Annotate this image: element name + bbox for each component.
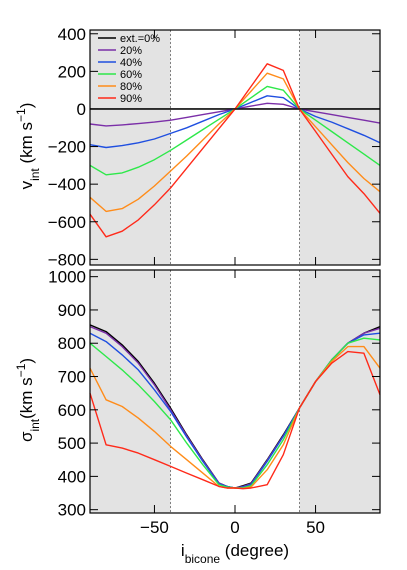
- legend-label: 60%: [120, 69, 142, 81]
- dispersion-series-line-5: [89, 350, 381, 490]
- dispersion-y-tick-label: 600: [58, 401, 86, 420]
- dispersion-y-tick-label: 500: [58, 434, 86, 453]
- top-y-axis-label: vint (km s−1): [14, 103, 42, 190]
- dispersion-x-tick-label: 50: [306, 518, 325, 537]
- legend-label: 20%: [120, 45, 142, 57]
- velocity-y-tick-label: 200: [58, 62, 86, 81]
- velocity-y-tick-label: 0: [77, 100, 86, 119]
- dispersion-x-tick-label: 0: [230, 518, 239, 537]
- dispersion-y-tick-label: 1000: [48, 268, 86, 287]
- dispersion-y-tick-label: 700: [58, 368, 86, 387]
- x-axis-label: ibicone (degree): [181, 541, 289, 566]
- legend-label: ext.=0%: [120, 33, 160, 45]
- legend-label: 40%: [120, 57, 142, 69]
- dispersion-y-tick-label: 900: [58, 301, 86, 320]
- velocity-y-tick-label: −200: [48, 138, 86, 157]
- dispersion-x-tick-label: −50: [140, 518, 169, 537]
- velocity-y-tick-label: −600: [48, 213, 86, 232]
- dispersion-y-tick-label: 300: [58, 501, 86, 520]
- velocity-y-tick-label: −800: [48, 250, 86, 269]
- dispersion-y-tick-label: 400: [58, 467, 86, 486]
- velocity-y-tick-label: −400: [48, 175, 86, 194]
- velocity-y-tick-label: 400: [58, 25, 86, 44]
- dispersion-shaded-region-1: [299, 270, 380, 513]
- legend-label: 90%: [120, 93, 142, 105]
- legend-label: 80%: [120, 81, 142, 93]
- velocity-shaded-region-1: [299, 30, 380, 265]
- dispersion-y-tick-label: 800: [58, 334, 86, 353]
- bottom-y-axis-label: σint(km s−1): [14, 358, 42, 442]
- dispersion-shaded-region-0: [90, 270, 171, 513]
